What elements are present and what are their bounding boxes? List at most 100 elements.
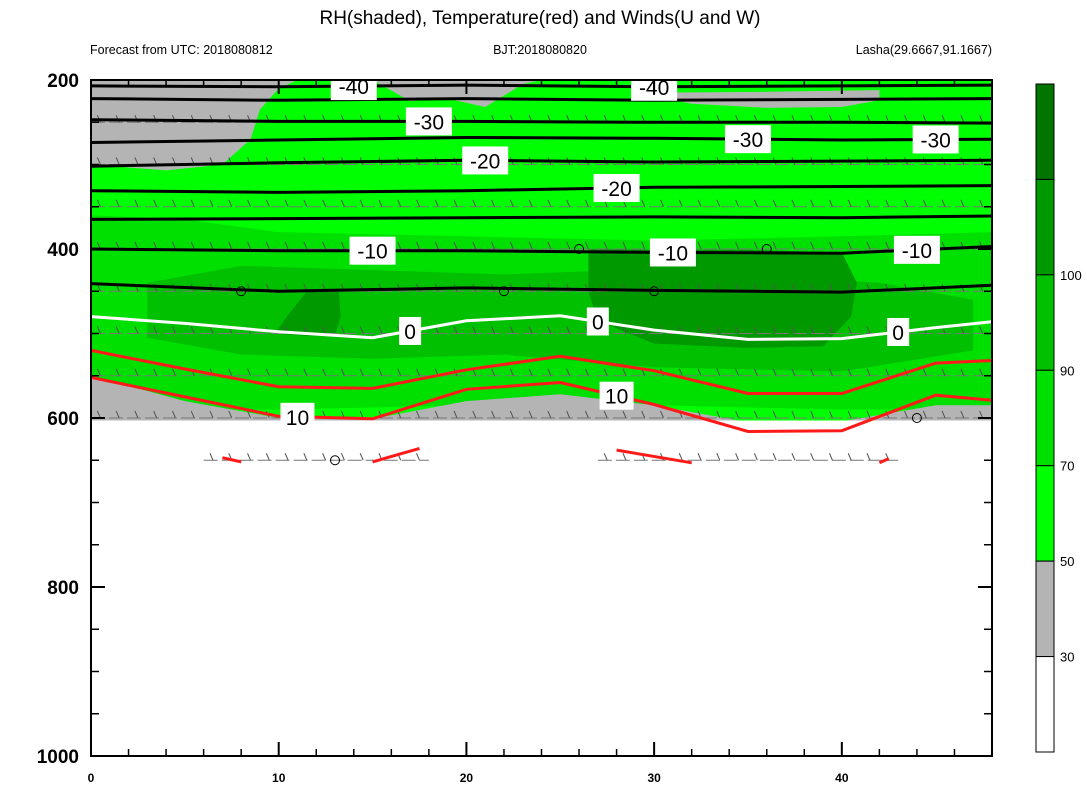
barb-tick: [115, 157, 120, 165]
barb-tick: [603, 368, 608, 376]
barb-tick: [172, 241, 176, 250]
barb-tick: [509, 326, 514, 334]
barb-tick: [134, 199, 139, 207]
colorbar-tick-label: 50: [1060, 554, 1074, 569]
barb-tick: [810, 241, 815, 250]
barb-tick: [96, 326, 101, 334]
barb-tick: [265, 453, 270, 461]
barb-tick: [306, 80, 307, 81]
x-tick-label: 40: [835, 771, 849, 785]
barb-tick: [904, 199, 908, 207]
barb-tick: [265, 241, 270, 250]
contour-label-text: -40: [339, 76, 369, 99]
rh-dry-left: [91, 80, 298, 171]
barb-tick: [134, 368, 139, 376]
barb-tick: [681, 80, 683, 81]
forecast-label: Forecast from UTC: 2018080812: [90, 43, 273, 57]
contour-label: -10: [649, 238, 696, 267]
barb-tick: [606, 80, 608, 81]
barb-tick: [791, 368, 796, 376]
barb-tick: [735, 453, 740, 461]
contour-label-text: 0: [592, 312, 604, 335]
barb-tick: [325, 80, 326, 81]
barb-tick: [416, 241, 420, 250]
rh-core-small: [275, 290, 341, 336]
contour-label-box: [893, 235, 940, 264]
barb-tick: [735, 368, 740, 376]
isotherm-line: [91, 83, 992, 89]
barb-tick: [941, 115, 946, 123]
barb-tick: [547, 410, 552, 419]
barb-tick: [753, 410, 758, 419]
isotherm-line: [91, 314, 992, 341]
barb-tick: [228, 199, 233, 207]
barb-tick: [96, 284, 101, 292]
x-tick-label: 10: [272, 771, 286, 785]
barb-tick: [791, 453, 796, 461]
barb-tick: [115, 410, 120, 419]
barb-tick: [115, 326, 120, 334]
chart-title: RH(shaded), Temperature(red) and Winds(U…: [319, 8, 760, 29]
isotherm-line: [91, 282, 992, 294]
calm-wind-circle: [911, 413, 922, 423]
barb-tick: [400, 80, 401, 81]
rh-band-upper: [91, 80, 992, 169]
barb-tick: [209, 241, 214, 250]
colorbar-tick-label: 90: [1060, 363, 1074, 378]
colorbar-box: [1035, 560, 1055, 658]
barb-tick: [472, 241, 477, 250]
barb-tick: [156, 80, 157, 81]
barb-tick: [340, 368, 345, 376]
barb-tick: [866, 326, 871, 334]
barb-tick: [378, 199, 383, 207]
barb-tick: [472, 410, 477, 419]
barb-tick: [265, 199, 270, 207]
barb-tick: [960, 115, 965, 123]
barb-tick: [847, 326, 852, 334]
barb-tick: [697, 368, 702, 376]
isotherm-line: [91, 214, 992, 221]
barb-tick: [810, 326, 815, 334]
barb-tick: [115, 368, 120, 376]
barb-tick: [904, 410, 908, 419]
barb-tick: [418, 80, 420, 81]
barb-tick: [172, 199, 176, 207]
barb-tick: [397, 199, 402, 207]
barb-tick: [472, 326, 477, 334]
barb-tick: [453, 410, 458, 419]
calm-wind-circle: [498, 286, 509, 297]
barb-tick: [716, 241, 721, 250]
barb-tick: [982, 80, 983, 81]
barb-tick: [960, 368, 965, 376]
barb-tick: [456, 80, 458, 81]
barb-tick: [660, 199, 664, 207]
barb-tick: [228, 241, 233, 250]
barb-tick: [941, 410, 946, 419]
barb-tick: [831, 80, 833, 81]
rh-shading: [91, 80, 992, 756]
bjt-label: BJT:2018080820: [493, 43, 587, 57]
barb-tick: [566, 410, 571, 419]
barb-tick: [153, 157, 158, 165]
barb-tick: [416, 410, 420, 419]
barb-tick: [810, 410, 815, 419]
barb-tick: [472, 199, 477, 207]
contour-label-text: -10: [658, 242, 688, 265]
isotherm-fragment: [222, 456, 242, 464]
barb-tick: [772, 368, 777, 376]
barb-tick: [828, 241, 833, 250]
barb-tick: [866, 199, 871, 207]
barb-tick: [96, 410, 101, 419]
barb-tick: [584, 368, 589, 376]
barb-tick: [791, 284, 796, 292]
isotherm-line: [91, 348, 992, 395]
barb-tick: [810, 199, 815, 207]
barb-tick: [209, 410, 214, 419]
barb-tick: [453, 326, 458, 334]
contour-label-box: [599, 381, 634, 410]
isotherm-fragment: [616, 448, 692, 465]
contour-label-box: [280, 402, 315, 431]
barb-tick: [584, 241, 589, 250]
